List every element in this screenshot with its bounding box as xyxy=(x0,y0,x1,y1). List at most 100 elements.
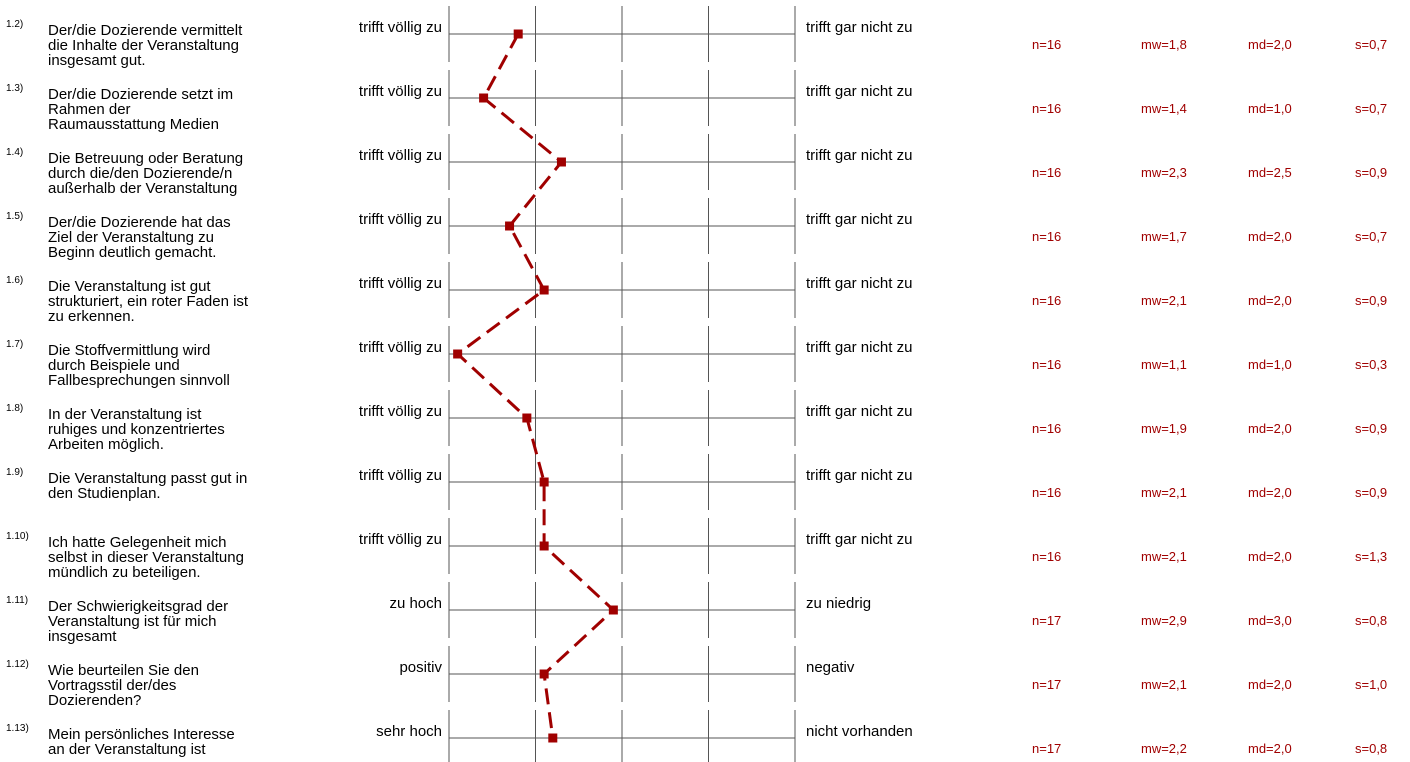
stat-sd: s=0,9 xyxy=(1355,165,1387,180)
stat-median: md=2,0 xyxy=(1248,229,1292,244)
question-text-line: Wie beurteilen Sie den xyxy=(48,662,199,679)
stat-sd: s=0,9 xyxy=(1355,485,1387,500)
stat-n: n=16 xyxy=(1032,229,1061,244)
stat-n: n=16 xyxy=(1032,485,1061,500)
question-text-line: Ziel der Veranstaltung zu xyxy=(48,229,214,246)
question-text-line: an der Veranstaltung ist xyxy=(48,741,206,758)
item-number: 1.10) xyxy=(6,531,29,542)
question-text-line: ruhiges und konzentriertes xyxy=(48,421,225,438)
stat-median: md=2,5 xyxy=(1248,165,1292,180)
question-text-line: Der/die Dozierende hat das xyxy=(48,214,231,231)
stat-mean: mw=2,1 xyxy=(1141,549,1187,564)
question-text-line: mündlich zu beteiligen. xyxy=(48,564,201,581)
item-number: 1.12) xyxy=(6,659,29,670)
stat-median: md=2,0 xyxy=(1248,37,1292,52)
right-pole-label: trifft gar nicht zu xyxy=(806,531,912,548)
item-number: 1.3) xyxy=(6,83,23,94)
stat-mean: mw=1,8 xyxy=(1141,37,1187,52)
left-pole-label: trifft völlig zu xyxy=(359,531,442,548)
right-pole-label: trifft gar nicht zu xyxy=(806,19,912,36)
stat-sd: s=0,8 xyxy=(1355,613,1387,628)
stat-n: n=17 xyxy=(1032,613,1061,628)
question-text-line: Rahmen der xyxy=(48,101,131,118)
question-text-line: Die Veranstaltung ist gut xyxy=(48,278,211,295)
question-text-line: Der Schwierigkeitsgrad der xyxy=(48,598,228,615)
left-pole-label: trifft völlig zu xyxy=(359,19,442,36)
stat-median: md=1,0 xyxy=(1248,357,1292,372)
stat-n: n=17 xyxy=(1032,677,1061,692)
stat-sd: s=0,9 xyxy=(1355,421,1387,436)
stat-sd: s=1,0 xyxy=(1355,677,1387,692)
left-pole-label: trifft völlig zu xyxy=(359,275,442,292)
left-pole-label: sehr hoch xyxy=(376,723,442,740)
item-number: 1.13) xyxy=(6,723,29,734)
stat-sd: s=0,3 xyxy=(1355,357,1387,372)
right-pole-label: zu niedrig xyxy=(806,595,871,612)
stat-median: md=2,0 xyxy=(1248,485,1292,500)
mean-marker xyxy=(548,733,558,743)
question-text-line: Die Stoffvermittlung wird xyxy=(48,342,210,359)
mean-marker xyxy=(539,477,549,487)
left-pole-label: trifft völlig zu xyxy=(359,83,442,100)
stat-median: md=2,0 xyxy=(1248,293,1292,308)
right-pole-label: trifft gar nicht zu xyxy=(806,339,912,356)
stat-n: n=16 xyxy=(1032,101,1061,116)
question-text-line: strukturiert, ein roter Faden ist xyxy=(48,293,249,310)
mean-marker xyxy=(479,93,489,103)
item-number: 1.9) xyxy=(6,467,23,478)
question-text-line: In der Veranstaltung ist xyxy=(48,406,202,423)
stat-sd: s=0,9 xyxy=(1355,293,1387,308)
question-text-line: Veranstaltung ist für mich xyxy=(48,613,216,630)
stat-median: md=3,0 xyxy=(1248,613,1292,628)
stat-sd: s=0,7 xyxy=(1355,37,1387,52)
question-text-line: insgesamt xyxy=(48,628,117,645)
question-text-line: Dozierenden? xyxy=(48,692,141,709)
mean-marker xyxy=(522,413,532,423)
mean-marker xyxy=(539,541,549,551)
stat-mean: mw=1,7 xyxy=(1141,229,1187,244)
stat-median: md=1,0 xyxy=(1248,101,1292,116)
stat-mean: mw=2,2 xyxy=(1141,741,1187,756)
mean-marker xyxy=(539,669,549,679)
stat-mean: mw=2,1 xyxy=(1141,677,1187,692)
left-pole-label: trifft völlig zu xyxy=(359,339,442,356)
question-text-line: Beginn deutlich gemacht. xyxy=(48,244,216,261)
right-pole-label: trifft gar nicht zu xyxy=(806,147,912,164)
question-text-line: zu erkennen. xyxy=(48,308,135,325)
question-text-line: die Inhalte der Veranstaltung xyxy=(48,37,239,54)
question-text-line: Arbeiten möglich. xyxy=(48,436,164,453)
right-pole-label: trifft gar nicht zu xyxy=(806,403,912,420)
item-number: 1.5) xyxy=(6,211,23,222)
right-pole-label: trifft gar nicht zu xyxy=(806,275,912,292)
mean-marker xyxy=(513,29,523,39)
stat-median: md=2,0 xyxy=(1248,549,1292,564)
right-pole-label: negativ xyxy=(806,659,855,676)
scale-row-10: 1.11) Der Schwierigkeitsgrad derVeranstal… xyxy=(6,582,1387,645)
stat-sd: s=0,8 xyxy=(1355,741,1387,756)
mean-marker xyxy=(453,349,463,359)
stat-median: md=2,0 xyxy=(1248,677,1292,692)
stat-n: n=16 xyxy=(1032,549,1061,564)
scale-row-5: 1.6) Die Veranstaltung ist gutstrukturier… xyxy=(6,262,1387,325)
right-pole-label: nicht vorhanden xyxy=(806,723,913,740)
mean-marker xyxy=(505,221,515,231)
scale-row-11: 1.12) Wie beurteilen Sie denVortragsstil … xyxy=(6,646,1387,709)
left-pole-label: positiv xyxy=(399,659,442,676)
item-number: 1.4) xyxy=(6,147,23,158)
item-number: 1.6) xyxy=(6,275,23,286)
left-pole-label: trifft völlig zu xyxy=(359,211,442,228)
question-text-line: Vortragsstil der/des xyxy=(48,677,176,694)
stat-mean: mw=2,1 xyxy=(1141,293,1187,308)
stat-sd: s=0,7 xyxy=(1355,101,1387,116)
stat-mean: mw=1,4 xyxy=(1141,101,1187,116)
left-pole-label: trifft völlig zu xyxy=(359,147,442,164)
question-text-line: Der/die Dozierende setzt im xyxy=(48,86,233,103)
question-text-line: insgesamt gut. xyxy=(48,52,146,69)
